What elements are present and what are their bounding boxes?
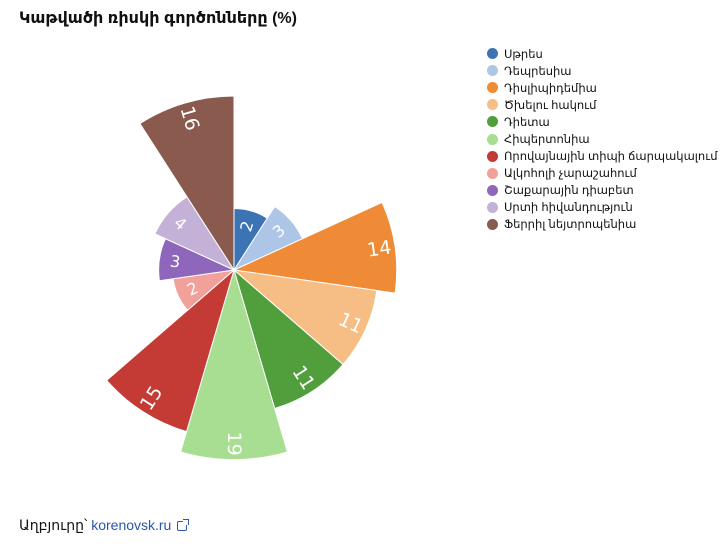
legend-label: Սրտի հիվանդություն bbox=[504, 202, 633, 215]
legend-label: Հիպերտոնիա bbox=[504, 134, 590, 147]
slice-5[interactable] bbox=[233, 268, 344, 410]
legend-swatch bbox=[487, 116, 498, 128]
slice-7[interactable] bbox=[105, 268, 235, 433]
legend-swatch bbox=[487, 150, 498, 162]
slice-4[interactable] bbox=[232, 269, 378, 366]
legend-label: Ծխելու հակում bbox=[504, 99, 597, 112]
legend-label: Դիետա bbox=[504, 116, 550, 129]
legend-swatch bbox=[487, 99, 498, 111]
legend-swatch bbox=[487, 218, 498, 230]
chart-title: Կաթվածի ռիսկի գործոնները (%) bbox=[19, 10, 297, 27]
legend-item-8[interactable]: Ալկոհոլի չարաշահում bbox=[487, 165, 717, 182]
legend-swatch bbox=[487, 48, 498, 60]
legend-item-10[interactable]: Սրտի հիվանդություն bbox=[487, 199, 717, 216]
external-link-icon[interactable] bbox=[177, 519, 190, 531]
slice-6[interactable] bbox=[179, 268, 289, 461]
legend-item-4[interactable]: Ծխելու հակում bbox=[487, 96, 717, 113]
legend: Սթրես Դեպրեսիա Դիսլիպիդեմիա Ծխելու հակում Դի… bbox=[487, 45, 717, 233]
legend-item-7[interactable]: Որովայնային տիպի ճարպակալում bbox=[487, 148, 717, 165]
data-label-3: 14 bbox=[366, 237, 393, 262]
legend-item-11[interactable]: Ֆերրիլ նեյտրոպենիա bbox=[487, 216, 717, 233]
legend-item-2[interactable]: Դեպրեսիա bbox=[487, 62, 717, 79]
legend-swatch bbox=[487, 201, 498, 213]
source-label: Աղբյուրը՝ bbox=[19, 517, 88, 533]
legend-swatch bbox=[487, 167, 498, 179]
slice-11[interactable] bbox=[139, 95, 235, 272]
data-label-9: 3 bbox=[169, 251, 182, 271]
legend-item-9[interactable]: Շաքարային դիաբետ bbox=[487, 182, 717, 199]
source-link[interactable]: korenovsk.ru bbox=[91, 517, 172, 533]
legend-label: Սթրես bbox=[504, 48, 543, 61]
legend-swatch bbox=[487, 184, 498, 196]
legend-label: Դեպրեսիա bbox=[504, 65, 572, 78]
legend-item-3[interactable]: Դիսլիպիդեմիա bbox=[487, 79, 717, 96]
legend-label: Դիսլիպիդեմիա bbox=[504, 82, 597, 95]
legend-label: Ֆերրիլ նեյտրոպենիա bbox=[504, 219, 637, 232]
legend-item-1[interactable]: Սթրես bbox=[487, 45, 717, 62]
source-line: Աղբյուրը՝ korenovsk.ru bbox=[19, 517, 190, 534]
legend-item-6[interactable]: Հիպերտոնիա bbox=[487, 130, 717, 147]
legend-swatch bbox=[487, 82, 498, 94]
data-label-6: 19 bbox=[223, 432, 245, 456]
legend-label: Ալկոհոլի չարաշահում bbox=[504, 168, 637, 181]
legend-item-5[interactable]: Դիետա bbox=[487, 113, 717, 130]
legend-label: Որովայնային տիպի ճարպակալում bbox=[504, 151, 718, 164]
slice-3[interactable] bbox=[232, 201, 398, 294]
legend-label: Շաքարային դիաբետ bbox=[504, 185, 634, 198]
legend-swatch bbox=[487, 133, 498, 145]
legend-swatch bbox=[487, 65, 498, 77]
